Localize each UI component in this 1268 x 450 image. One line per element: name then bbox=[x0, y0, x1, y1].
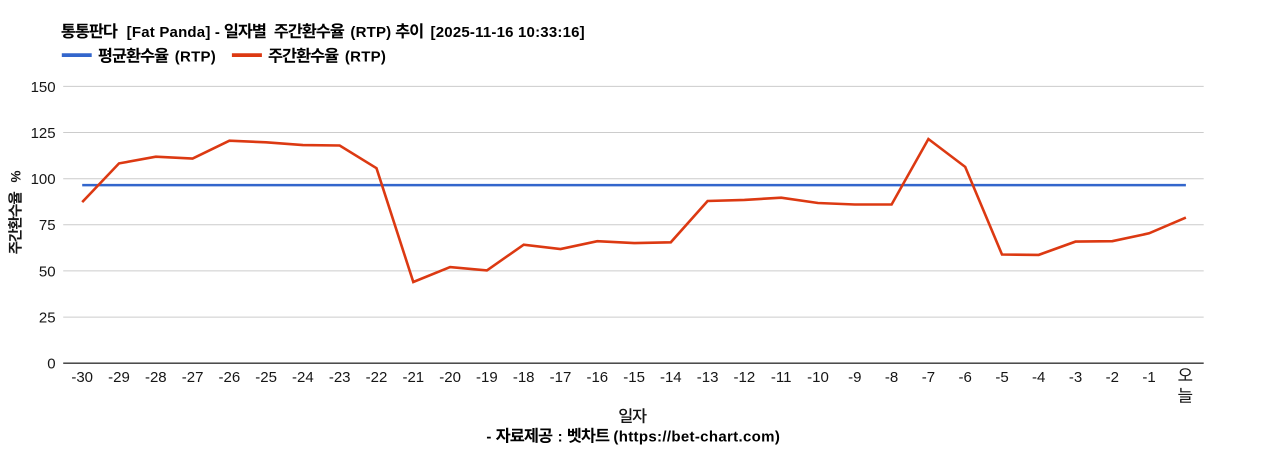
svg-text:-20: -20 bbox=[439, 369, 461, 386]
svg-text:[2025-11-16 10:33:16]: [2025-11-16 10:33:16] bbox=[426, 24, 585, 41]
svg-text:-21: -21 bbox=[402, 369, 424, 386]
svg-text:-12: -12 bbox=[734, 369, 756, 386]
svg-text:-13: -13 bbox=[697, 369, 719, 386]
svg-text:-27: -27 bbox=[182, 369, 204, 386]
svg-text:-: - bbox=[486, 429, 496, 446]
svg-text:(https://bet-chart.com): (https://bet-chart.com) bbox=[613, 429, 780, 446]
svg-text:-26: -26 bbox=[219, 369, 241, 386]
svg-text:-9: -9 bbox=[848, 369, 861, 386]
svg-text:100: 100 bbox=[31, 171, 56, 188]
svg-text:-19: -19 bbox=[476, 369, 498, 386]
svg-text:-3: -3 bbox=[1069, 369, 1082, 386]
svg-text:50: 50 bbox=[39, 263, 56, 280]
svg-text:%: % bbox=[9, 171, 24, 187]
svg-text:-6: -6 bbox=[959, 369, 972, 386]
svg-text:-22: -22 bbox=[366, 369, 388, 386]
svg-text:-16: -16 bbox=[586, 369, 608, 386]
svg-text:25: 25 bbox=[39, 310, 56, 327]
svg-text:-25: -25 bbox=[255, 369, 277, 386]
svg-text:(RTP): (RTP) bbox=[175, 49, 216, 66]
svg-text:125: 125 bbox=[31, 125, 56, 142]
svg-text:-1: -1 bbox=[1142, 369, 1155, 386]
svg-text:-11: -11 bbox=[771, 369, 792, 386]
svg-text:-29: -29 bbox=[108, 369, 130, 386]
svg-text::: : bbox=[558, 429, 568, 446]
svg-text:-2: -2 bbox=[1106, 369, 1119, 386]
svg-text:-24: -24 bbox=[292, 369, 314, 386]
svg-text:-8: -8 bbox=[885, 369, 898, 386]
svg-text:75: 75 bbox=[39, 217, 56, 234]
svg-text:-7: -7 bbox=[922, 369, 935, 386]
svg-text:(RTP): (RTP) bbox=[350, 24, 395, 41]
svg-text:-15: -15 bbox=[623, 369, 645, 386]
svg-text:-14: -14 bbox=[660, 369, 682, 386]
svg-text:-17: -17 bbox=[550, 369, 572, 386]
svg-text:-4: -4 bbox=[1032, 369, 1045, 386]
svg-text:-30: -30 bbox=[71, 369, 93, 386]
svg-text:-23: -23 bbox=[329, 369, 351, 386]
svg-text:-10: -10 bbox=[807, 369, 829, 386]
svg-text:0: 0 bbox=[47, 356, 55, 373]
svg-text:-5: -5 bbox=[995, 369, 1008, 386]
svg-text:150: 150 bbox=[31, 79, 56, 96]
svg-text:[Fat Panda] -: [Fat Panda] - bbox=[122, 24, 224, 41]
svg-text:(RTP): (RTP) bbox=[345, 49, 386, 66]
svg-text:-28: -28 bbox=[145, 369, 167, 386]
svg-text:-18: -18 bbox=[513, 369, 535, 386]
